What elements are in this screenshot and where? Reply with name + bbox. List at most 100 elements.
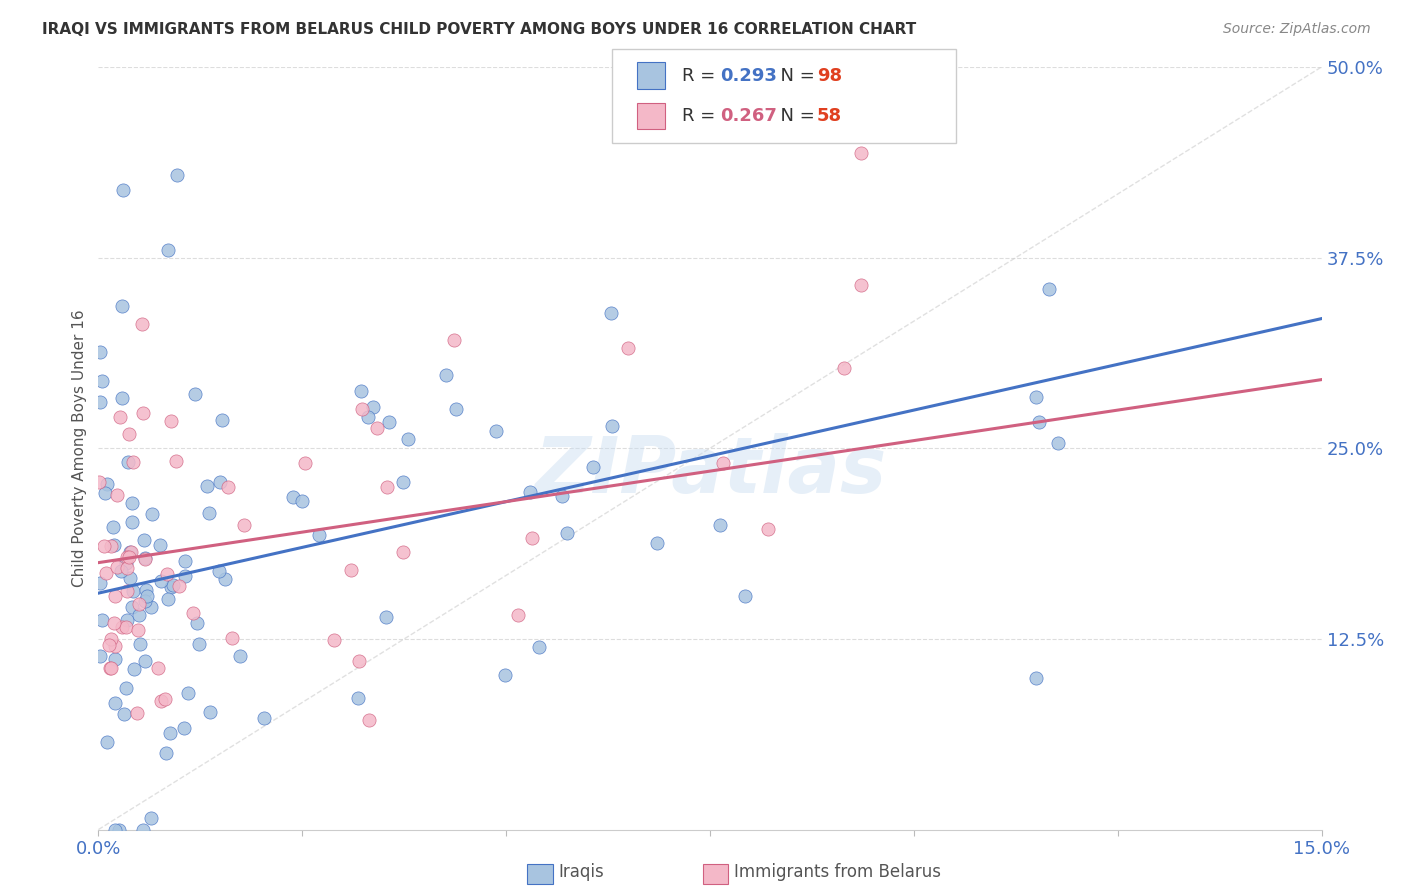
Point [100, 660, 122, 674]
Point [434, 368, 457, 382]
Point [149, 574, 172, 588]
Point [105, 488, 128, 502]
Point [711, 456, 734, 470]
Point [98, 638, 121, 652]
Point [494, 667, 516, 681]
Point [233, 517, 256, 532]
Point [519, 485, 541, 500]
Point [94, 566, 117, 580]
Point [89, 395, 111, 409]
Point [112, 707, 135, 722]
Text: Iraqis: Iraqis [558, 863, 605, 881]
Point [359, 713, 381, 727]
Point [184, 387, 207, 401]
Point [148, 661, 170, 675]
Point [645, 536, 668, 550]
Point [103, 615, 125, 630]
Point [849, 146, 872, 161]
Point [1028, 415, 1050, 429]
Point [118, 571, 141, 585]
Text: Immigrants from Belarus: Immigrants from Belarus [734, 863, 941, 881]
Point [89, 345, 111, 359]
Point [122, 662, 145, 676]
Point [150, 694, 173, 708]
Point [600, 418, 623, 433]
Point [186, 615, 208, 630]
Point [1024, 390, 1046, 404]
Point [1038, 282, 1060, 296]
Point [129, 637, 152, 651]
Point [122, 584, 145, 599]
Point [323, 632, 346, 647]
Point [115, 681, 138, 695]
Text: ZIPatlas: ZIPatlas [534, 434, 886, 509]
Point [132, 822, 155, 837]
Point [128, 607, 150, 622]
Point [155, 746, 177, 760]
Point [131, 317, 153, 331]
Point [599, 306, 621, 320]
Point [211, 413, 233, 427]
Point [366, 421, 388, 435]
Point [122, 455, 145, 469]
Point [104, 696, 127, 710]
Point [93, 486, 115, 500]
Point [104, 652, 127, 666]
Point [208, 475, 231, 489]
Point [555, 525, 578, 540]
Point [252, 711, 274, 725]
Point [104, 639, 127, 653]
Point [93, 539, 115, 553]
Text: 58: 58 [817, 107, 842, 125]
Point [165, 454, 187, 468]
Point [135, 582, 157, 597]
Point [444, 401, 467, 416]
Point [134, 552, 156, 566]
Point [89, 648, 111, 663]
Point [214, 572, 236, 586]
Point [174, 553, 197, 567]
Point [734, 589, 756, 603]
Text: N =: N = [769, 67, 821, 85]
Point [169, 579, 191, 593]
Point [160, 414, 183, 428]
Point [1046, 436, 1069, 450]
Point [108, 409, 131, 424]
Point [105, 560, 128, 574]
Point [849, 278, 872, 293]
Point [96, 476, 118, 491]
Point [378, 415, 401, 429]
Point [229, 648, 252, 663]
Point [166, 169, 188, 183]
Point [91, 374, 114, 388]
Point [162, 578, 184, 592]
Point [832, 361, 855, 376]
Point [582, 460, 605, 475]
Point [375, 480, 398, 494]
Point [121, 600, 143, 615]
Text: R =: R = [682, 107, 721, 125]
Point [758, 522, 780, 536]
Text: IRAQI VS IMMIGRANTS FROM BELARUS CHILD POVERTY AMONG BOYS UNDER 16 CORRELATION C: IRAQI VS IMMIGRANTS FROM BELARUS CHILD P… [42, 22, 917, 37]
Point [118, 549, 141, 564]
Point [134, 594, 156, 608]
Point [132, 407, 155, 421]
Point [443, 333, 465, 347]
Point [200, 705, 222, 719]
Point [115, 560, 138, 574]
Point [392, 475, 415, 489]
Point [291, 494, 314, 508]
Point [350, 384, 373, 399]
Point [134, 550, 156, 565]
Point [188, 637, 211, 651]
Point [485, 424, 508, 438]
Point [308, 528, 330, 542]
Point [153, 692, 176, 706]
Point [101, 520, 124, 534]
Point [176, 686, 198, 700]
Point [100, 661, 122, 675]
Point [89, 575, 111, 590]
Point [352, 401, 374, 416]
Point [117, 454, 139, 468]
Point [506, 607, 529, 622]
